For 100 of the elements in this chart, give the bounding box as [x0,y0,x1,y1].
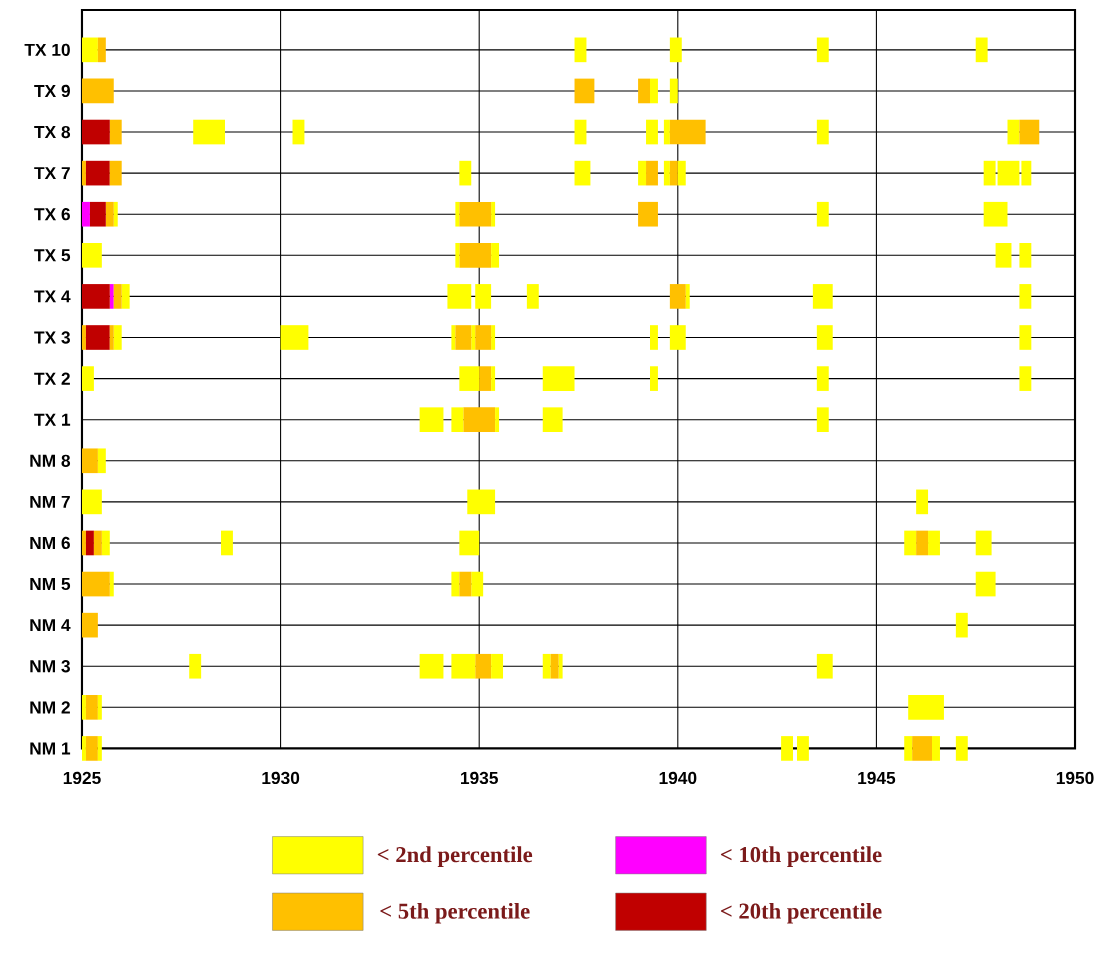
x-tick-label: 1945 [858,771,896,785]
y-tick-label: TX 1 [34,413,71,426]
bar [109,571,114,597]
bar [669,284,686,309]
y-tick-label: TX 10 [24,43,70,57]
y-tick-label: NM 3 [30,660,70,673]
bar [816,119,829,145]
bar [81,119,110,145]
bar [475,654,492,679]
bar [81,366,94,392]
legend-label: < 20th percentile [720,903,882,924]
bar [280,325,309,350]
y-tick-label: TX 5 [34,249,71,262]
bar [451,325,456,350]
bar [463,407,496,433]
bar [451,407,464,433]
bar [451,571,460,597]
y-tick-label: TX 8 [34,126,71,139]
legend-label: < 2nd percentile [377,846,533,868]
bar [81,448,98,474]
bar [81,284,110,309]
bar [816,654,833,679]
bar [812,284,833,309]
bar [479,366,492,392]
bar [97,695,102,720]
bar [932,736,940,761]
y-tick-label: NM 7 [30,496,70,508]
x-tick-label: 1930 [262,771,300,785]
bar [113,325,122,350]
bar [646,119,658,145]
bar [491,243,500,268]
bar [475,325,492,350]
bar [81,489,102,515]
bar [101,530,110,556]
bar [542,366,575,392]
bar [459,202,492,227]
bar [81,736,86,761]
bar [650,325,658,350]
bar [638,160,647,186]
bar [912,736,933,761]
bar [221,530,233,556]
bar [495,407,500,433]
bar [109,284,114,309]
bar [97,37,106,63]
bar [475,284,492,309]
bar [85,325,110,350]
bar [983,202,1008,227]
bar [526,284,539,309]
bar [471,571,484,597]
bar [81,202,90,227]
bar [81,37,98,63]
bar [908,695,944,720]
bar [816,325,833,350]
bar [121,284,130,309]
bar [113,284,122,309]
bar [574,119,587,145]
y-tick-label: NM 6 [30,536,70,550]
bar [81,160,86,186]
bar [669,160,678,186]
bar [916,530,929,556]
bar [451,654,476,679]
bar [189,654,202,679]
y-tick-label: TX 7 [34,167,70,180]
bar [975,37,988,63]
bar [916,489,929,515]
bar [904,530,917,556]
y-tick-label: TX 3 [34,331,70,344]
bar [975,571,996,597]
bar [81,530,86,556]
bar [419,407,444,433]
bar [542,654,551,679]
bar [97,448,106,474]
bar [85,160,110,186]
y-tick-label: TX 6 [34,208,70,221]
bar [638,202,658,227]
y-tick-label: TX 2 [34,372,70,385]
bar [1019,284,1032,309]
bar [81,571,110,597]
bar [646,160,658,186]
bar [663,160,670,186]
y-tick-label: NM 1 [30,742,71,755]
bar [292,119,305,145]
bar [796,736,809,761]
bar [669,119,706,145]
bar [491,202,496,227]
bar [928,530,940,556]
bar [109,160,122,186]
bar [816,37,829,63]
bar [81,325,86,350]
bar [447,284,472,309]
y-tick-label: TX 9 [34,84,70,98]
bar [542,407,563,433]
bar [105,202,114,227]
bar [574,78,595,104]
bar [975,530,992,556]
x-tick-label: 1935 [461,771,498,785]
bar [455,202,460,227]
bar [85,695,98,720]
bar [995,243,1012,268]
bar [638,78,650,104]
